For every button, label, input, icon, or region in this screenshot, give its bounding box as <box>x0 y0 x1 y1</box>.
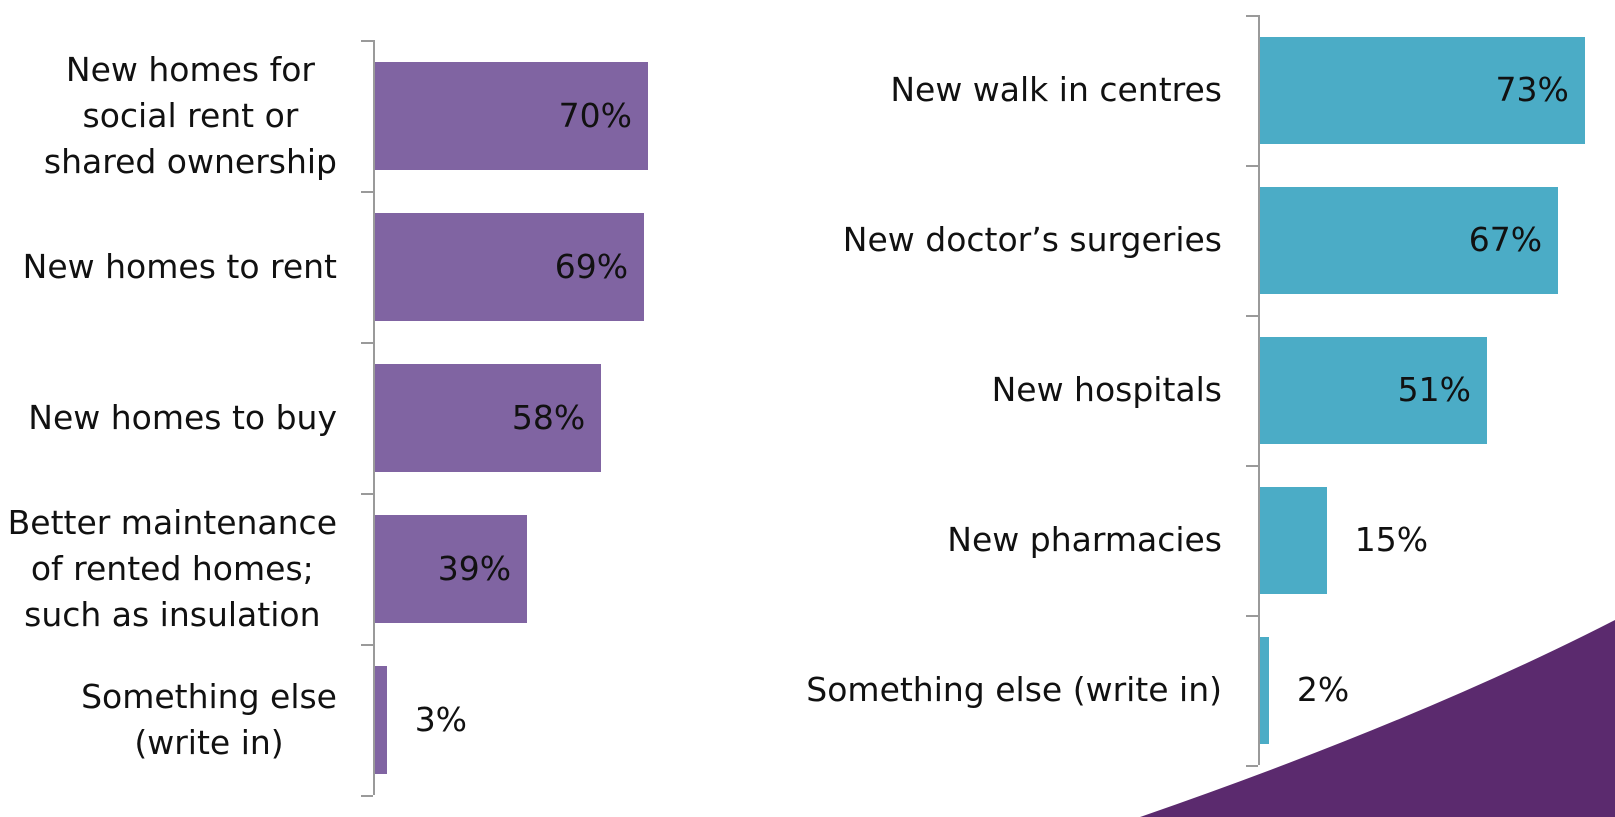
axis-tick <box>1246 315 1258 317</box>
category-label: Something else (write in) <box>0 645 337 795</box>
value-label: 69% <box>528 247 628 287</box>
axis-tick <box>1246 15 1258 17</box>
axis-tick <box>1246 615 1258 617</box>
bar <box>1260 637 1269 744</box>
axis-tick <box>361 40 373 42</box>
axis-tick <box>361 795 373 797</box>
bar <box>375 666 387 774</box>
category-text: New doctor’s surgeries <box>843 217 1222 263</box>
page: {"chart_data": [ {"type": "bar", "catego… <box>0 0 1615 817</box>
category-text: New hospitals <box>992 367 1222 413</box>
category-label: Something else (write in) <box>702 615 1222 765</box>
category-text: Something else (write in) <box>806 667 1222 713</box>
axis-tick <box>361 342 373 344</box>
value-label: 58% <box>485 398 585 438</box>
axis-tick <box>361 493 373 495</box>
axis-tick <box>1246 165 1258 167</box>
category-text: New homes to rent <box>23 244 337 290</box>
category-text: New homes to buy <box>28 395 337 441</box>
category-text: New homes for social rent or shared owne… <box>44 47 337 185</box>
category-label: New homes to rent <box>0 192 337 342</box>
value-label: 67% <box>1442 220 1542 260</box>
category-text: Better maintenance of rented homes; such… <box>8 500 337 638</box>
value-label: 15% <box>1355 520 1428 560</box>
category-label: New doctor’s surgeries <box>702 165 1222 315</box>
axis-tick <box>1246 765 1258 767</box>
category-text: New pharmacies <box>947 517 1222 563</box>
value-label: 51% <box>1371 370 1471 410</box>
category-label: New pharmacies <box>702 465 1222 615</box>
category-label: New homes to buy <box>0 343 337 493</box>
axis-tick <box>361 644 373 646</box>
axis-tick <box>361 191 373 193</box>
category-label: Better maintenance of rented homes; such… <box>0 494 337 644</box>
category-label: New hospitals <box>702 315 1222 465</box>
value-label: 2% <box>1297 670 1349 710</box>
category-label: New walk in centres <box>702 15 1222 165</box>
category-label: New homes for social rent or shared owne… <box>0 41 337 191</box>
value-label: 73% <box>1469 70 1569 110</box>
category-text: New walk in centres <box>890 67 1222 113</box>
axis-tick <box>1246 465 1258 467</box>
value-label: 3% <box>415 700 467 740</box>
category-text: Something else (write in) <box>81 674 337 766</box>
value-label: 70% <box>532 96 632 136</box>
bar <box>1260 487 1327 594</box>
value-label: 39% <box>411 549 511 589</box>
